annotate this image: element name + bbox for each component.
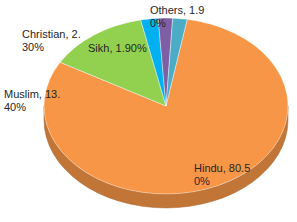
slice: Others — [166, 18, 187, 106]
data-labels: Hindu, 80.50% Muslim, 13.40% Christian, 2.… — [4, 4, 250, 187]
data-label: Muslim, 13.40% — [4, 88, 60, 113]
pie-chart: HinduMuslimChristianSikhOthersHindu, 80.… — [0, 0, 297, 222]
data-label: Sikh, 1.90% — [88, 42, 147, 54]
pie-tops: HinduMuslimChristianSikhOthers — [44, 18, 288, 194]
data-label: Hindu, 80.50% — [194, 162, 250, 187]
data-label: Christian, 2.30% — [22, 28, 81, 53]
data-label: Others, 1.90% — [150, 4, 204, 29]
